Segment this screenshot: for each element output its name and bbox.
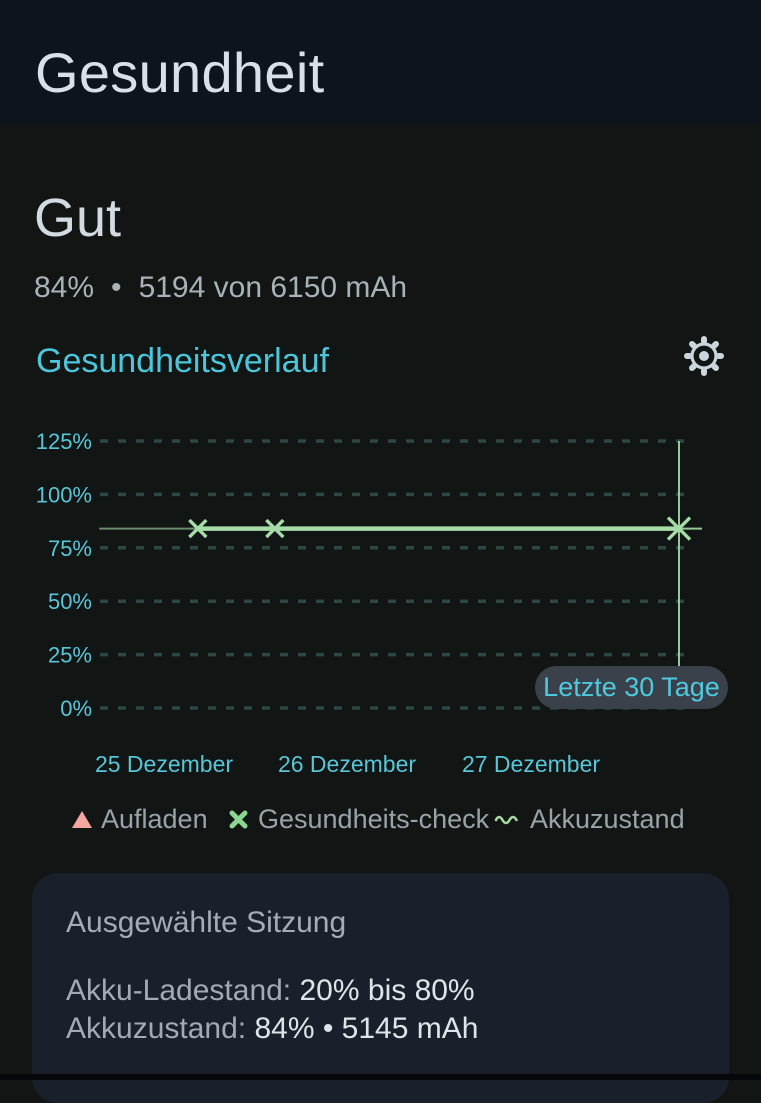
triangle-up-icon — [72, 810, 92, 828]
app-header: Gesundheit — [0, 0, 761, 124]
row-value: 84% • 5145 mAh — [254, 1012, 479, 1045]
y-axis-label: 100% — [36, 482, 92, 507]
legend-label: Aufladen — [101, 803, 208, 834]
capacity-summary: 84% • 5194 von 6150 mAh — [34, 273, 407, 303]
legend-label: Gesundheits-check — [258, 803, 490, 834]
wave-icon — [494, 812, 521, 826]
x-axis-label: 27 Dezember — [461, 751, 601, 777]
dot-separator: • — [111, 271, 122, 304]
capacity-value: 5194 von 6150 mAh — [138, 271, 408, 304]
x-axis-label: 25 Dezember — [94, 751, 234, 777]
date-range-chip[interactable]: Letzte 30 Tage — [535, 666, 728, 709]
legend-item-battery-health: Akkuzustand — [494, 800, 685, 838]
settings-button[interactable] — [680, 332, 728, 380]
chart-legend: Aufladen Gesundheits-check Akkuzustand — [0, 800, 761, 838]
y-axis-label: 0% — [60, 696, 92, 721]
legend-item-health-check: Gesundheits-check — [228, 800, 489, 838]
row-label: Akkuzustand: — [66, 1012, 247, 1045]
section-title-health-history: Gesundheitsverlauf — [36, 342, 329, 380]
health-status: Gut — [34, 188, 122, 248]
health-check-marker — [666, 516, 692, 541]
page-title: Gesundheit — [35, 41, 325, 104]
screen-bottom-edge — [0, 1074, 761, 1080]
x-axis-labels: 25 Dezember 26 Dezember 27 Dezember — [0, 751, 761, 781]
health-check-marker — [265, 518, 285, 539]
session-row-battery-health: Akkuzustand: 84% • 5145 mAh — [66, 1010, 478, 1048]
health-check-marker — [188, 518, 208, 539]
y-axis-label: 125% — [36, 429, 92, 454]
x-axis-label: 26 Dezember — [277, 751, 417, 777]
y-axis-label: 75% — [48, 536, 92, 561]
y-axis-label: 25% — [48, 643, 92, 668]
health-history-chart[interactable]: 125% 100% 75% 50% 25% 0% Letzte 30 Tage — [0, 420, 761, 750]
legend-label: Akkuzustand — [530, 803, 685, 834]
legend-item-charge: Aufladen — [72, 800, 208, 838]
x-mark-icon — [228, 809, 249, 830]
session-details: Akku-Ladestand: 20% bis 80% Akkuzustand:… — [66, 972, 478, 1048]
health-percent: 84% — [34, 271, 95, 304]
row-value: 20% bis 80% — [299, 974, 475, 1007]
gear-icon — [680, 336, 728, 383]
session-row-charge-level: Akku-Ladestand: 20% bis 80% — [66, 972, 478, 1010]
row-label: Akku-Ladestand: — [66, 974, 292, 1007]
y-axis-label: 50% — [48, 589, 92, 614]
session-card-title: Ausgewählte Sitzung — [66, 906, 347, 939]
selected-session-card: Ausgewählte Sitzung Akku-Ladestand: 20% … — [32, 873, 729, 1103]
